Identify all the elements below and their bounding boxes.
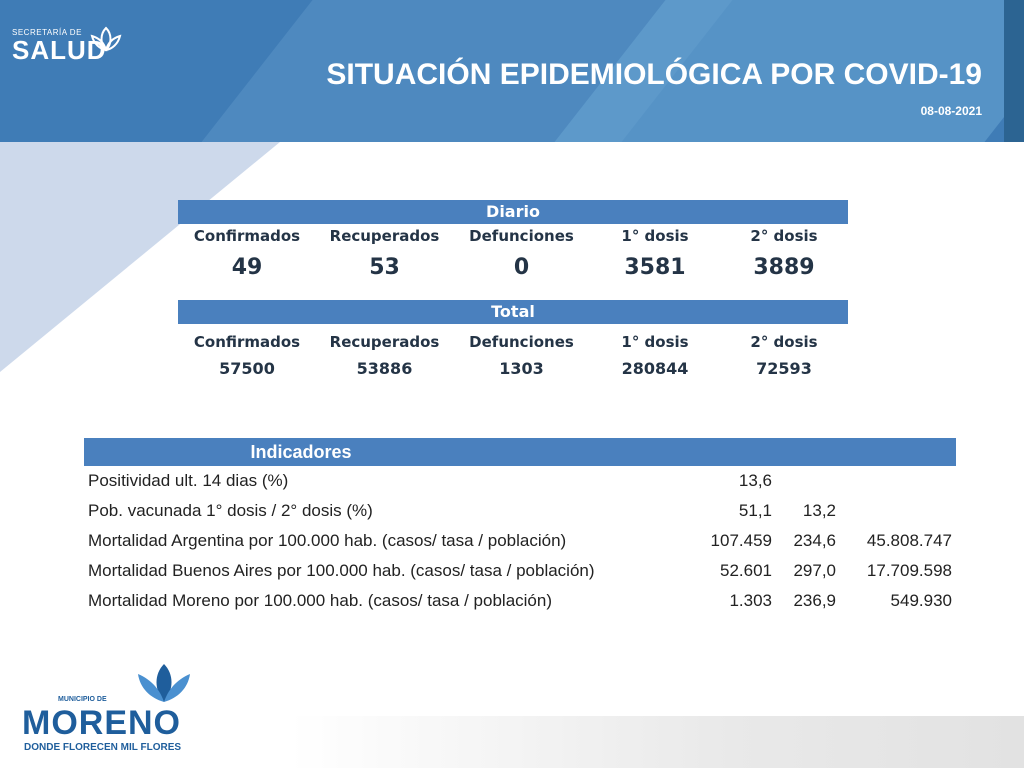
moreno-tagline: DONDE FLORECEN MIL FLORES bbox=[24, 742, 182, 753]
decor-triangle bbox=[0, 142, 280, 372]
total-recuperados: 53886 bbox=[356, 359, 413, 378]
indicator-value-3: 45.808.747 bbox=[866, 531, 952, 550]
diario-values: 49 53 0 3581 3889 bbox=[178, 248, 848, 288]
page-title: SITUACIÓN EPIDEMIOLÓGICA POR COVID-19 bbox=[326, 58, 982, 91]
total-section: Total Confirmados Recuperados Defuncione… bbox=[178, 300, 848, 384]
moreno-logo-small: MUNICIPIO DE bbox=[58, 696, 107, 703]
indicator-value-3: 549.930 bbox=[890, 591, 952, 610]
col-label: Recuperados bbox=[329, 333, 440, 351]
indicadores-table: Indicadores Positividad ult. 14 dias (%)… bbox=[84, 438, 956, 616]
diario-dosis2: 3889 bbox=[753, 255, 815, 280]
indicator-value-3: 17.709.598 bbox=[866, 561, 952, 580]
salud-logo-small: SECRETARÍA DE bbox=[12, 28, 82, 37]
diario-recuperados: 53 bbox=[369, 255, 400, 280]
indicator-value-2: 234,6 bbox=[793, 531, 836, 550]
salud-logo-big: SALUD bbox=[12, 35, 107, 65]
indicator-value-1: 52.601 bbox=[720, 561, 772, 580]
diario-labels: Confirmados Recuperados Defunciones 1° d… bbox=[178, 224, 848, 248]
col-label: 2° dosis bbox=[750, 333, 818, 351]
table-row: Mortalidad Buenos Aires por 100.000 hab.… bbox=[84, 556, 956, 586]
indicadores-heading: Indicadores bbox=[84, 438, 956, 466]
indicator-value-1: 13,6 bbox=[738, 471, 772, 490]
col-label: Defunciones bbox=[469, 227, 574, 245]
diario-dosis1: 3581 bbox=[624, 255, 686, 280]
lotus-icon bbox=[138, 664, 190, 702]
indicator-value-2 bbox=[772, 466, 836, 496]
total-heading: Total bbox=[178, 300, 848, 324]
col-label: Confirmados bbox=[193, 333, 301, 351]
indicator-name: Positividad ult. 14 dias (%) bbox=[88, 471, 289, 490]
indicator-value-1: 1.303 bbox=[729, 591, 772, 610]
col-label: 1° dosis bbox=[621, 227, 689, 245]
salud-logo: SECRETARÍA DE SALUD bbox=[12, 26, 122, 65]
indicator-value-2: 297,0 bbox=[793, 561, 836, 580]
indicator-value-1: 107.459 bbox=[710, 531, 772, 550]
col-label: 2° dosis bbox=[750, 227, 818, 245]
table-row: Positividad ult. 14 dias (%) 13,6 bbox=[84, 466, 956, 496]
diario-defunciones: 0 bbox=[513, 255, 530, 280]
footer-shade bbox=[290, 716, 1024, 768]
total-dosis2: 72593 bbox=[756, 359, 812, 378]
col-label: Confirmados bbox=[193, 227, 301, 245]
table-row: Pob. vacunada 1° dosis / 2° dosis (%) 51… bbox=[84, 496, 956, 526]
indicator-value-3 bbox=[836, 496, 952, 526]
total-labels: Confirmados Recuperados Defunciones 1° d… bbox=[178, 330, 848, 354]
header-edge bbox=[1004, 0, 1024, 142]
total-defunciones: 1303 bbox=[499, 359, 544, 378]
total-dosis1: 280844 bbox=[621, 359, 689, 378]
moreno-logo-big: MORENO bbox=[22, 704, 181, 742]
col-label: Defunciones bbox=[469, 333, 574, 351]
indicator-value-3 bbox=[836, 466, 952, 496]
table-row: Mortalidad Moreno por 100.000 hab. (caso… bbox=[84, 586, 956, 616]
indicator-value-2: 236,9 bbox=[793, 591, 836, 610]
indicator-value-2: 13,2 bbox=[802, 501, 836, 520]
col-label: 1° dosis bbox=[621, 333, 689, 351]
total-confirmados: 57500 bbox=[219, 359, 275, 378]
report-date: 08-08-2021 bbox=[920, 104, 982, 118]
indicator-name: Mortalidad Buenos Aires por 100.000 hab.… bbox=[88, 561, 595, 580]
col-label: Recuperados bbox=[329, 227, 440, 245]
table-row: Mortalidad Argentina por 100.000 hab. (c… bbox=[84, 526, 956, 556]
total-values: 57500 53886 1303 280844 72593 bbox=[178, 354, 848, 384]
indicadores-heading-label: Indicadores bbox=[250, 442, 352, 462]
diario-heading: Diario bbox=[178, 200, 848, 224]
diario-confirmados: 49 bbox=[231, 255, 263, 280]
lotus-icon bbox=[90, 26, 122, 52]
header-banner bbox=[0, 0, 1024, 142]
indicator-value-1: 51,1 bbox=[738, 501, 772, 520]
indicator-name: Mortalidad Moreno por 100.000 hab. (caso… bbox=[88, 591, 552, 610]
indicator-name: Pob. vacunada 1° dosis / 2° dosis (%) bbox=[88, 501, 373, 520]
diario-section: Diario Confirmados Recuperados Defuncion… bbox=[178, 200, 848, 288]
indicator-name: Mortalidad Argentina por 100.000 hab. (c… bbox=[88, 531, 567, 550]
